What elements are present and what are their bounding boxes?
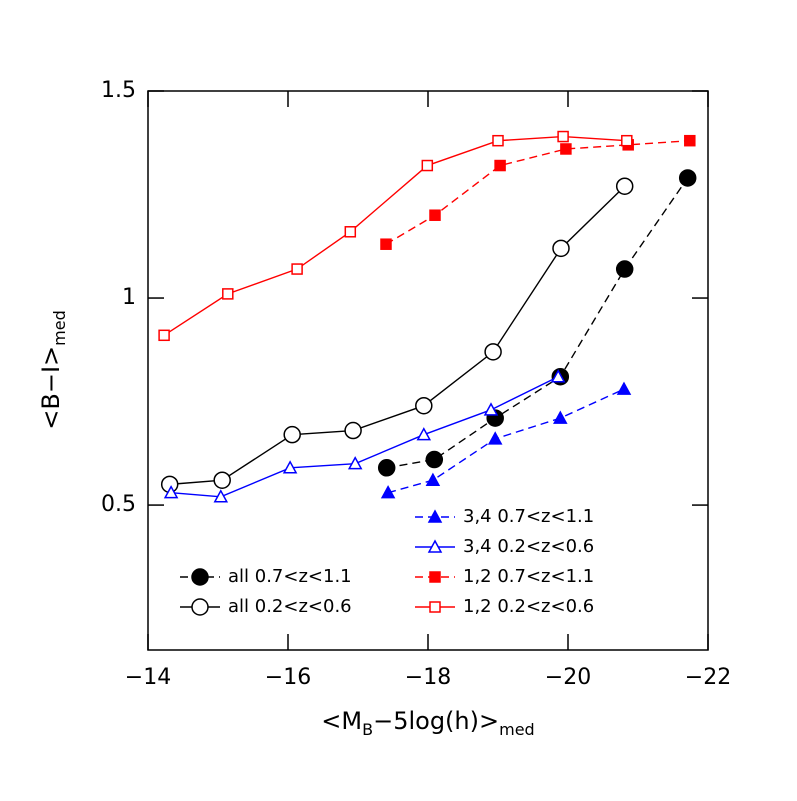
x-tick-label: −16 <box>265 665 311 690</box>
x-axis-label: <MB−5log(h)>med <box>321 707 534 739</box>
marker <box>425 472 441 486</box>
marker <box>553 410 568 424</box>
label-part: −5log(h)> <box>373 707 499 735</box>
marker <box>684 134 696 147</box>
marker <box>487 431 503 445</box>
marker <box>550 369 566 383</box>
marker <box>347 456 363 470</box>
marker <box>616 381 632 395</box>
marker <box>429 571 441 583</box>
marker <box>282 460 298 474</box>
legend-label: 1,2 0.2<z<0.6 <box>463 596 594 617</box>
marker <box>494 159 506 172</box>
marker <box>427 539 443 553</box>
marker <box>483 402 499 416</box>
marker <box>427 509 443 523</box>
marker <box>283 425 301 444</box>
x-tick-label: −20 <box>545 665 591 690</box>
marker <box>191 568 209 586</box>
marker <box>222 288 234 300</box>
marker <box>615 177 634 195</box>
marker <box>344 421 362 440</box>
marker <box>615 260 634 278</box>
label-part: <M <box>321 707 362 735</box>
marker <box>429 601 441 613</box>
y-tick-label: 1 <box>122 285 136 310</box>
legend-label: 3,4 0.7<z<1.1 <box>463 506 594 527</box>
marker <box>492 134 504 147</box>
marker <box>425 450 444 469</box>
marker <box>421 159 434 172</box>
marker <box>416 427 432 441</box>
marker <box>158 329 170 342</box>
label-part: <B−I> <box>37 346 65 430</box>
subscript: med <box>50 310 69 346</box>
marker <box>213 489 229 503</box>
marker <box>163 485 179 499</box>
y-tick-label: 0.5 <box>101 492 136 517</box>
marker <box>621 134 633 147</box>
marker <box>557 130 569 143</box>
marker <box>213 471 231 489</box>
marker <box>415 396 433 415</box>
x-tick-label: −22 <box>685 665 731 690</box>
y-axis-label: <B−I>med <box>37 310 69 429</box>
marker <box>191 598 209 616</box>
marker <box>344 226 357 238</box>
legend-label: 1,2 0.7<z<1.1 <box>463 566 594 587</box>
marker <box>380 485 396 499</box>
legend-label: all 0.7<z<1.1 <box>228 566 352 587</box>
series-line <box>169 185 626 486</box>
subscript: B <box>362 720 373 739</box>
marker <box>484 343 502 361</box>
marker <box>560 143 572 155</box>
marker <box>678 169 697 187</box>
marker <box>377 459 396 477</box>
marker <box>429 209 441 221</box>
marker <box>291 263 303 275</box>
legend-label: 3,4 0.2<z<0.6 <box>463 536 594 557</box>
marker <box>380 238 392 250</box>
series-line <box>386 177 689 469</box>
y-tick-label: 1.5 <box>101 78 136 103</box>
legend-label: all 0.2<z<0.6 <box>228 596 352 617</box>
x-tick-label: −14 <box>125 665 171 690</box>
marker <box>552 239 570 258</box>
series-line <box>163 135 627 336</box>
x-tick-label: −18 <box>405 665 451 690</box>
subscript: med <box>499 720 535 739</box>
series-line <box>385 139 690 245</box>
